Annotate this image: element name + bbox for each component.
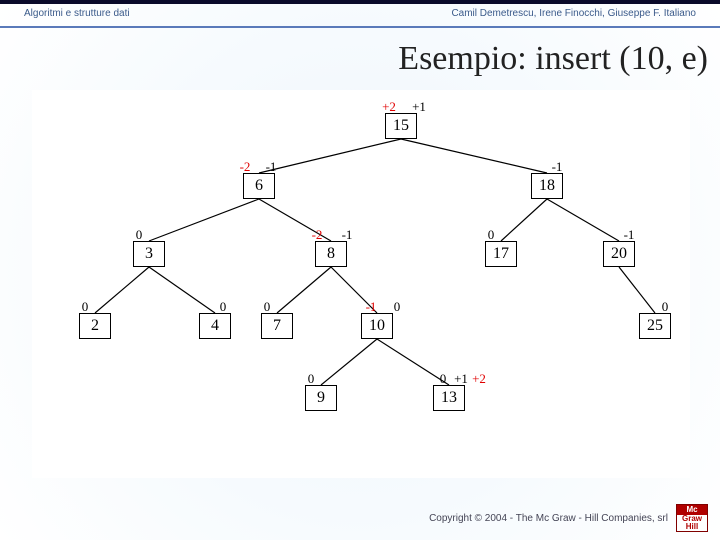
balance-factor-label: -1 <box>342 227 353 243</box>
publisher-logo-bottom: Graw Hill <box>677 515 707 531</box>
header-left: Algoritmi e strutture dati <box>24 8 130 26</box>
tree-node: 6 <box>243 173 275 199</box>
tree-node: 20 <box>603 241 635 267</box>
tree-node: 4 <box>199 313 231 339</box>
tree-node: 18 <box>531 173 563 199</box>
tree-edges-svg <box>33 91 689 477</box>
balance-factor-label: +2 <box>382 99 396 115</box>
tree-node: 3 <box>133 241 165 267</box>
balance-factor-label: -1 <box>552 159 563 175</box>
tree-node: 15 <box>385 113 417 139</box>
tree-edge <box>501 199 547 241</box>
tree-panel: 156183817202471025913+1+2-1-2-10-1-20-10… <box>32 90 690 478</box>
tree-edge <box>547 199 619 241</box>
balance-factor-label: 0 <box>264 299 271 315</box>
tree-node: 17 <box>485 241 517 267</box>
balance-factor-label: -1 <box>624 227 635 243</box>
slide-title: Esempio: insert (10, e) <box>0 40 708 78</box>
slide-footer: Copyright © 2004 - The Mc Graw - Hill Co… <box>0 504 708 532</box>
page: Algoritmi e strutture dati Camil Demetre… <box>0 0 720 540</box>
balance-factor-label: 0 <box>394 299 401 315</box>
header-right: Camil Demetrescu, Irene Finocchi, Giusep… <box>451 8 696 26</box>
balance-factor-label: +1 <box>454 371 468 387</box>
copyright-text: Copyright © 2004 - The Mc Graw - Hill Co… <box>429 513 668 524</box>
tree-edge <box>377 339 449 385</box>
balance-factor-label: +1 <box>412 99 426 115</box>
tree-node: 2 <box>79 313 111 339</box>
balance-factor-label: -2 <box>240 159 251 175</box>
tree-edge <box>149 267 215 313</box>
balance-factor-label: -1 <box>366 299 377 315</box>
balance-factor-label: 0 <box>488 227 495 243</box>
tree-node: 7 <box>261 313 293 339</box>
tree-edge <box>619 267 655 313</box>
tree-edge <box>149 199 259 241</box>
tree-node: 8 <box>315 241 347 267</box>
balance-factor-label: -2 <box>312 227 323 243</box>
publisher-logo: Mc Graw Hill <box>676 504 708 532</box>
tree-edge <box>321 339 377 385</box>
tree-edge <box>95 267 149 313</box>
balance-factor-label: 0 <box>82 299 89 315</box>
tree-edge <box>259 139 401 173</box>
balance-factor-label: 0 <box>308 371 315 387</box>
tree-edge <box>277 267 331 313</box>
tree-node: 25 <box>639 313 671 339</box>
top-border <box>0 0 720 4</box>
balance-factor-label: 0 <box>220 299 227 315</box>
balance-factor-label: -1 <box>266 159 277 175</box>
balance-factor-label: 0 <box>662 299 669 315</box>
tree-node: 10 <box>361 313 393 339</box>
header-rule <box>0 26 720 28</box>
tree-node: 13 <box>433 385 465 411</box>
tree-edge <box>401 139 547 173</box>
balance-factor-label: +2 <box>472 371 486 387</box>
balance-factor-label: 0 <box>440 371 447 387</box>
tree-node: 9 <box>305 385 337 411</box>
balance-factor-label: 0 <box>136 227 143 243</box>
slide-header: Algoritmi e strutture dati Camil Demetre… <box>0 8 720 26</box>
